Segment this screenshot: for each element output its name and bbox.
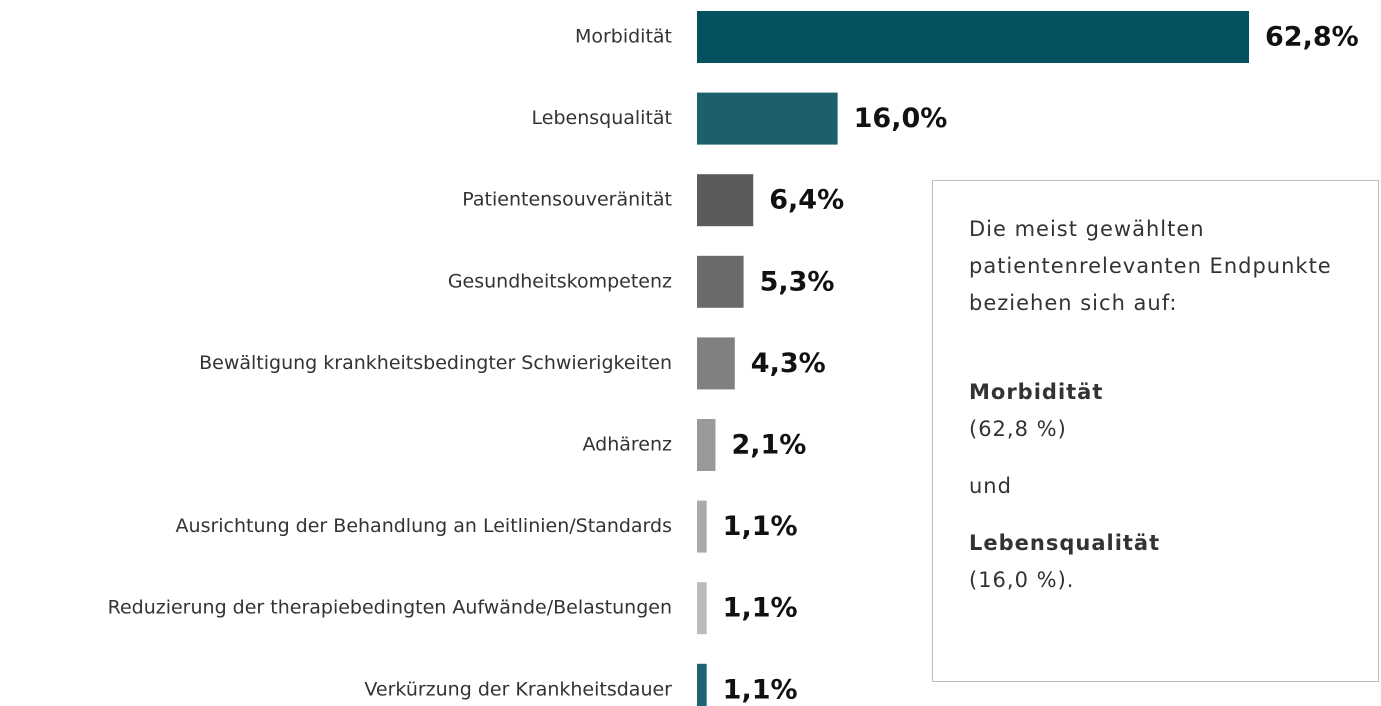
value-label: 5,3% xyxy=(760,266,835,297)
bar xyxy=(697,174,754,227)
value-label: 1,1% xyxy=(723,593,798,624)
category-label: Morbidität xyxy=(575,26,672,48)
value-label: 62,8% xyxy=(1265,22,1359,53)
category-label: Ausrichtung der Behandlung an Leitlinien… xyxy=(176,515,672,537)
value-label: 1,1% xyxy=(723,511,798,542)
annotation-value: (62,8 %) xyxy=(969,417,1067,441)
bar xyxy=(697,500,707,553)
bar xyxy=(697,11,1249,63)
category-label: Reduzierung der therapiebedingten Aufwän… xyxy=(108,597,672,619)
annotation-value: (16,0 %). xyxy=(969,568,1075,592)
bar xyxy=(697,92,838,145)
value-label: 2,1% xyxy=(731,430,806,461)
category-label: Adhärenz xyxy=(582,434,672,456)
annotation-item: Lebensqualität xyxy=(969,531,1161,555)
annotation-item: Morbidität xyxy=(969,380,1104,404)
bar xyxy=(697,663,707,706)
value-label: 6,4% xyxy=(769,185,844,216)
value-label: 1,1% xyxy=(723,674,798,705)
category-label: Bewältigung krankheitsbedingter Schwieri… xyxy=(199,352,672,374)
value-label: 4,3% xyxy=(751,348,826,379)
category-label: Patientensouveränität xyxy=(462,189,672,211)
annotation-box: Die meist gewählten patientenrelevanten … xyxy=(932,180,1379,682)
bar xyxy=(697,582,707,635)
bar xyxy=(697,337,735,390)
bar xyxy=(697,419,716,471)
category-label: Gesundheitskompetenz xyxy=(448,270,672,292)
category-label: Lebensqualität xyxy=(532,107,672,129)
value-label: 16,0% xyxy=(854,103,948,134)
bar xyxy=(697,255,744,308)
annotation-connector: und xyxy=(969,474,1012,498)
annotation-intro: Die meist gewählten patientenrelevanten … xyxy=(969,217,1332,315)
category-label: Verkürzung der Krankheitsdauer xyxy=(364,678,672,700)
